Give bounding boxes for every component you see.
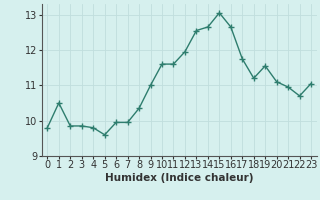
X-axis label: Humidex (Indice chaleur): Humidex (Indice chaleur) [105, 173, 253, 183]
